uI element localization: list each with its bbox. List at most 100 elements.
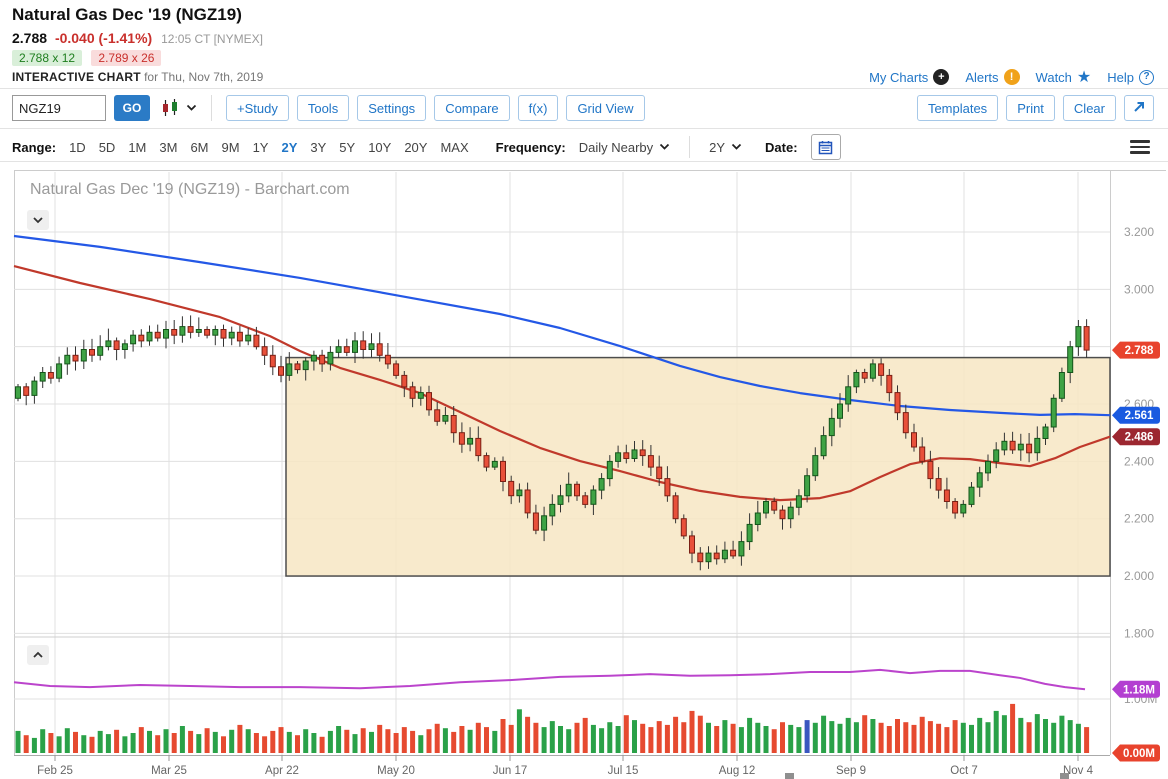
- range-2y-selected[interactable]: 2Y: [281, 139, 298, 155]
- print-button[interactable]: Print: [1006, 95, 1055, 121]
- bid-chip: 2.788 x 12: [12, 50, 83, 66]
- candle-body: [919, 446, 926, 462]
- add-study-button[interactable]: +Study: [226, 95, 289, 121]
- candle-body: [47, 372, 54, 379]
- watch-link[interactable]: Watch ★: [1036, 67, 1092, 87]
- help-link[interactable]: Help ?: [1107, 69, 1154, 85]
- settings-button[interactable]: Settings: [357, 95, 427, 121]
- clear-button[interactable]: Clear: [1062, 95, 1116, 121]
- interactive-chart-label: INTERACTIVE CHART: [12, 70, 141, 84]
- volume-bar: [714, 726, 720, 753]
- candle-body: [491, 460, 498, 468]
- frequency-dropdown[interactable]: Daily Nearby: [579, 140, 670, 155]
- date-picker-button[interactable]: [810, 134, 841, 160]
- tools-button[interactable]: Tools: [296, 95, 350, 121]
- candle-body: [952, 501, 959, 514]
- candle-body: [1058, 372, 1065, 399]
- range-max[interactable]: MAX: [440, 139, 469, 155]
- candle-body: [146, 331, 153, 342]
- volume-bar: [1026, 722, 1032, 753]
- candle-body: [763, 501, 769, 514]
- volume-series: [15, 703, 1090, 753]
- volume-bar: [459, 726, 465, 753]
- candle-body: [713, 552, 720, 560]
- range-5d[interactable]: 5D: [98, 139, 116, 155]
- bid-ask-row: 2.788 x 12 2.789 x 26: [12, 50, 167, 66]
- candle-body: [475, 437, 482, 457]
- grid-view-button[interactable]: Grid View: [566, 95, 645, 121]
- range-1y[interactable]: 1Y: [252, 139, 269, 155]
- volume-bar: [886, 726, 892, 753]
- volume-bar: [812, 722, 818, 753]
- volume-bar: [492, 730, 498, 753]
- range-10y[interactable]: 10Y: [368, 139, 392, 155]
- range-9m[interactable]: 9M: [221, 139, 240, 155]
- candle-body: [968, 486, 975, 505]
- candle-body: [516, 489, 523, 497]
- volume-bar: [837, 723, 843, 753]
- axis-handle[interactable]: [785, 773, 794, 779]
- candle-body: [384, 354, 391, 365]
- volume-bar: [319, 736, 325, 753]
- range-3m[interactable]: 3M: [159, 139, 178, 155]
- interactive-chart-caption: INTERACTIVE CHART for Thu, Nov 7th, 2019: [12, 70, 263, 84]
- collapse-main-pane-button[interactable]: [27, 210, 49, 230]
- compare-button[interactable]: Compare: [434, 95, 510, 121]
- expand-lower-pane-button[interactable]: [27, 645, 49, 665]
- volume-bar: [664, 724, 670, 753]
- range-5y[interactable]: 5Y: [339, 139, 356, 155]
- volume-bar: [73, 731, 78, 753]
- chart-menu-button[interactable]: [1130, 137, 1150, 157]
- candle-body: [154, 331, 161, 339]
- price-chart-canvas[interactable]: 3.2003.0002.6002.4002.2002.0001.8001.00M…: [0, 170, 1168, 779]
- star-icon: ★: [1076, 69, 1092, 86]
- chevron-down-icon: [731, 143, 742, 150]
- my-charts-link[interactable]: My Charts +: [869, 69, 950, 85]
- alerts-link[interactable]: Alerts !: [965, 69, 1020, 85]
- quote-row: 2.788 -0.040 (-1.41%) 12:05 CT [NYMEX]: [12, 30, 263, 46]
- volume-bar: [229, 729, 235, 753]
- range-1m[interactable]: 1M: [128, 139, 147, 155]
- templates-button[interactable]: Templates: [916, 95, 999, 121]
- candle-body: [409, 386, 416, 399]
- frequency-label: Frequency:: [495, 139, 566, 155]
- period-dropdown[interactable]: 2Y: [709, 140, 742, 155]
- candle-body: [779, 509, 786, 520]
- candle-body: [236, 331, 243, 342]
- axis-label: 2.400: [1124, 454, 1154, 468]
- volume-bar: [303, 729, 309, 753]
- expand-chart-button[interactable]: [1124, 95, 1154, 121]
- candle-body: [401, 374, 408, 388]
- volume-bar: [1043, 719, 1048, 753]
- range-6m[interactable]: 6M: [190, 139, 209, 155]
- candle-body: [902, 412, 909, 434]
- plus-circle-icon: +: [933, 69, 950, 85]
- axis-handle[interactable]: [1060, 773, 1069, 779]
- candle-body: [458, 432, 465, 445]
- volume-bar: [171, 733, 177, 753]
- price-badge: [1112, 680, 1160, 698]
- candle-body: [483, 455, 490, 468]
- volume-bar: [327, 730, 333, 753]
- volume-bar: [130, 733, 136, 753]
- symbol-input[interactable]: [12, 95, 106, 121]
- volume-bar: [558, 726, 563, 753]
- candle-body: [606, 460, 613, 480]
- volume-bar: [771, 729, 777, 753]
- volume-bar: [344, 729, 350, 753]
- fx-button[interactable]: f(x): [517, 95, 559, 121]
- chart-type-dropdown[interactable]: [160, 98, 197, 118]
- volume-bar: [212, 731, 218, 753]
- frequency-value: Daily Nearby: [578, 139, 654, 155]
- candle-body: [376, 343, 383, 356]
- range-1d[interactable]: 1D: [69, 139, 86, 155]
- volume-bar: [927, 721, 933, 753]
- candle-body: [976, 472, 983, 488]
- go-button[interactable]: GO: [114, 95, 150, 121]
- volume-bar: [1051, 722, 1057, 753]
- volume-bar: [451, 731, 457, 753]
- candle-body: [795, 495, 802, 508]
- range-3y[interactable]: 3Y: [310, 139, 327, 155]
- expand-arrow-icon: [1134, 101, 1144, 112]
- range-20y[interactable]: 20Y: [404, 139, 428, 155]
